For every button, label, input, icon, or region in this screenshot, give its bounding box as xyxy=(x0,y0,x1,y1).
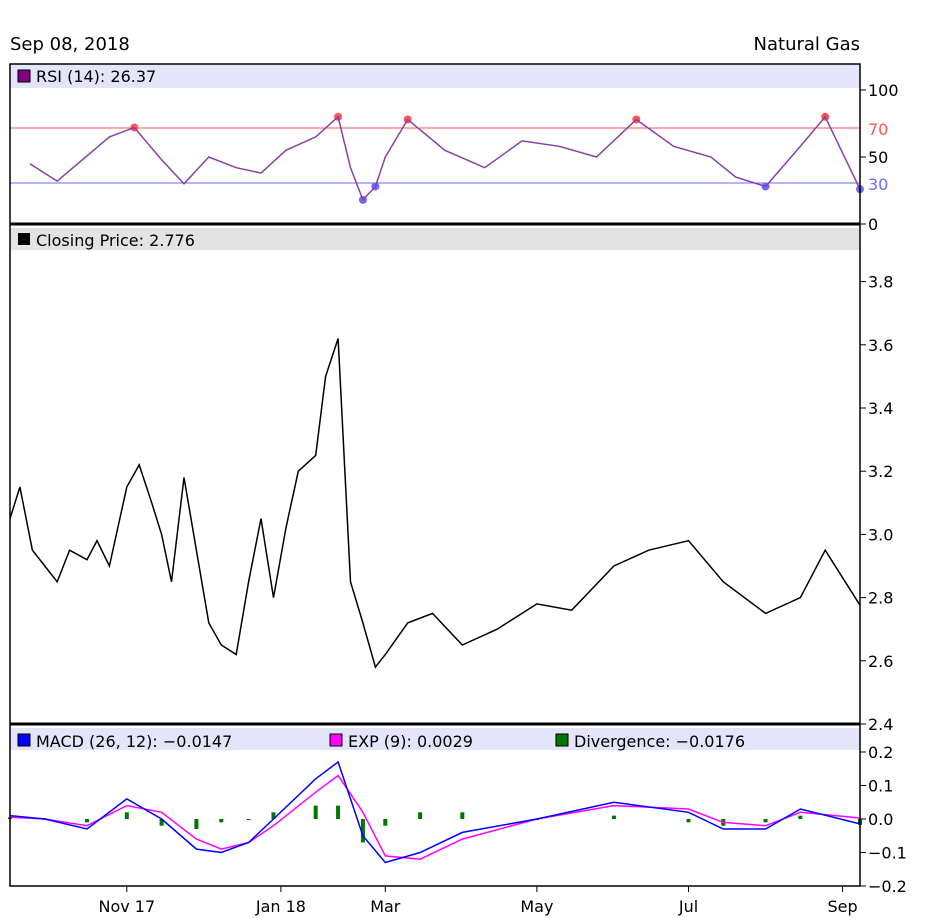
macd-panel: MACD (26, 12): −0.0147 EXP (9): 0.0029 D… xyxy=(8,728,907,896)
rsi-legend-swatch xyxy=(17,69,31,83)
divergence-bar xyxy=(313,805,318,819)
x-tick-label: Sep xyxy=(828,897,858,916)
price-tick-label: 3.6 xyxy=(868,336,893,355)
price-tick-label: 2.8 xyxy=(868,589,893,608)
divergence-bar xyxy=(336,805,341,819)
divergence-bar xyxy=(246,819,251,820)
rsi-oversold-label: 30 xyxy=(868,175,888,194)
divergence-bar xyxy=(271,812,276,819)
divergence-bar xyxy=(85,819,90,823)
divergence-bar xyxy=(383,819,388,826)
divergence-bar xyxy=(124,812,129,819)
x-tick-label: Nov 17 xyxy=(98,897,155,916)
macd-tick-label: 0.1 xyxy=(868,777,893,796)
rsi-legend-bar xyxy=(10,64,860,88)
divergence-bar xyxy=(360,819,365,843)
exp-series-line xyxy=(9,774,861,860)
price-legend-swatch xyxy=(18,233,30,245)
price-tick-label: 3.0 xyxy=(868,525,893,544)
rsi-panel: RSI (14): 26.37 100 50 0 70 30 xyxy=(10,64,899,234)
closing-price-line xyxy=(9,338,861,669)
price-tick-label: 2.4 xyxy=(868,715,893,734)
macd-legend-swatch xyxy=(17,733,31,747)
chart-symbol: Natural Gas xyxy=(753,34,860,55)
macd-tick-label: −0.2 xyxy=(868,877,907,896)
divergence-legend-swatch xyxy=(555,733,569,747)
rsi-legend-text: RSI (14): 26.37 xyxy=(36,67,156,86)
rsi-tick-label: 50 xyxy=(868,148,888,167)
rsi-tick-label: 0 xyxy=(868,215,878,234)
price-legend-text: Closing Price: 2.776 xyxy=(36,231,195,250)
price-panel: Closing Price: 2.776 3.8 3.6 3.4 3.2 3.0 2.8 2… xyxy=(9,228,893,734)
macd-tick-label: 0.0 xyxy=(868,810,893,829)
rsi-series-line xyxy=(29,115,861,202)
price-tick-label: 2.6 xyxy=(868,652,893,671)
price-legend-bar xyxy=(10,228,860,250)
macd-tick-label: −0.1 xyxy=(868,844,907,863)
chart-date: Sep 08, 2018 xyxy=(10,34,130,55)
x-tick-label: Jan 18 xyxy=(255,897,306,916)
macd-legend-bar xyxy=(10,728,860,750)
divergence-bar xyxy=(798,815,803,819)
plot-frame xyxy=(9,63,861,887)
rsi-tick-label: 100 xyxy=(868,81,899,100)
macd-tick-label: 0.2 xyxy=(868,743,893,762)
divergence-bar xyxy=(194,819,199,830)
rsi-overbought-label: 70 xyxy=(868,120,888,139)
divergence-bar xyxy=(159,819,164,826)
divergence-bar xyxy=(460,812,465,819)
divergence-bar xyxy=(763,819,768,823)
divergence-bar xyxy=(611,815,616,819)
x-tick-label: May xyxy=(520,897,553,916)
divergence-bar xyxy=(686,819,691,823)
x-tick-label: Jul xyxy=(678,897,698,916)
x-tick-label: Mar xyxy=(370,897,401,916)
price-tick-label: 3.2 xyxy=(868,462,893,481)
price-tick-label: 3.8 xyxy=(868,273,893,292)
price-tick-label: 3.4 xyxy=(868,399,893,418)
macd-legend-text: MACD (26, 12): −0.0147 xyxy=(36,732,232,751)
exp-legend-swatch xyxy=(329,733,343,747)
divergence-bar xyxy=(418,812,423,819)
divergence-bar xyxy=(219,819,224,823)
exp-legend-text: EXP (9): 0.0029 xyxy=(348,732,473,751)
divergence-legend-text: Divergence: −0.0176 xyxy=(574,732,745,751)
macd-series-line xyxy=(9,760,861,864)
